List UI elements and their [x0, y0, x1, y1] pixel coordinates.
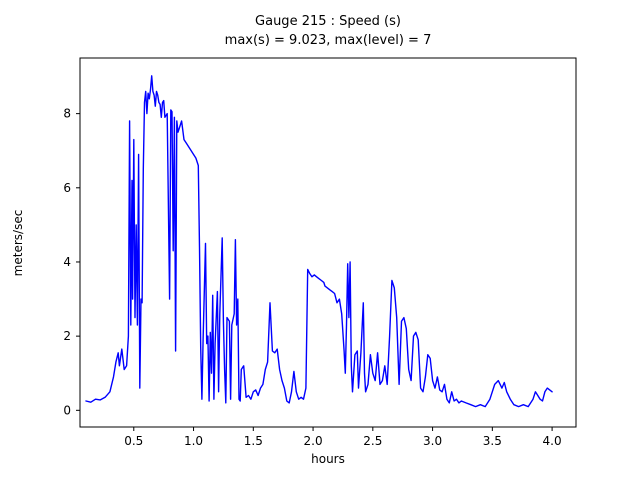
y-tick-label: 8 [63, 107, 71, 121]
speed-series-line [85, 75, 553, 408]
x-tick-label: 3.5 [483, 434, 502, 448]
x-tick-label: 1.5 [244, 434, 263, 448]
x-tick-label: 0.5 [124, 434, 143, 448]
y-tick-label: 0 [63, 403, 71, 417]
chart-title: Gauge 215 : Speed (s) [255, 14, 401, 29]
y-axis-label: meters/sec [11, 209, 25, 277]
x-tick-label: 3.0 [423, 434, 442, 448]
x-tick-label: 2.5 [363, 434, 382, 448]
x-axis-label: hours [311, 452, 345, 466]
x-tick-label: 2.0 [304, 434, 323, 448]
x-tick-label: 1.0 [184, 434, 203, 448]
x-tick-label: 4.0 [543, 434, 562, 448]
y-tick-label: 2 [63, 329, 71, 343]
y-tick-label: 4 [63, 255, 71, 269]
chart-title-block: Gauge 215 : Speed (s) max(s) = 9.023, ma… [80, 12, 576, 50]
axis-ticks: 0.5 1.0 1.5 2.0 2.5 3.0 3.5 4.0 0 2 4 6 8 [63, 107, 561, 448]
axes-frame [79, 57, 577, 428]
chart-subtitle: max(s) = 9.023, max(level) = 7 [224, 33, 432, 48]
y-tick-label: 6 [63, 181, 71, 195]
